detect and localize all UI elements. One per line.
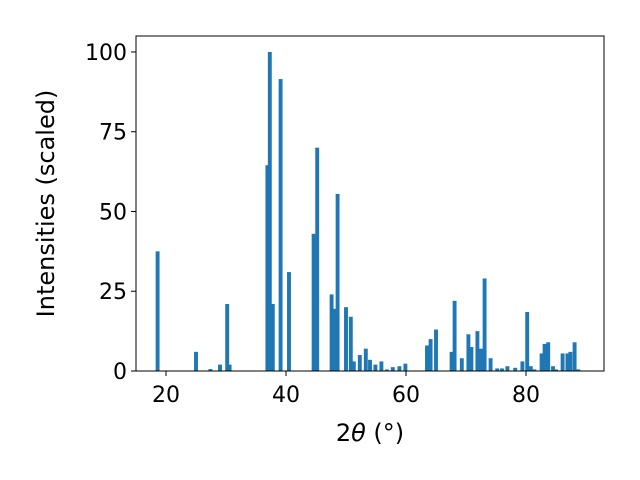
x-tick-label: 80 <box>512 383 540 408</box>
bar <box>568 351 573 371</box>
bar <box>520 361 525 371</box>
bar <box>344 307 348 371</box>
bar <box>565 353 570 371</box>
bar <box>315 147 320 371</box>
bar <box>528 366 533 371</box>
bar <box>452 300 457 371</box>
bar <box>525 311 530 371</box>
bar <box>513 367 518 371</box>
bar <box>351 361 356 371</box>
bar <box>155 251 160 371</box>
x-tick-label: 40 <box>272 383 300 408</box>
x-tick-label: 20 <box>152 383 180 408</box>
x-axis-label-unit: (°) <box>366 419 404 447</box>
y-tick-label: 75 <box>99 121 127 146</box>
bar <box>551 366 555 371</box>
bar <box>479 348 483 371</box>
bar <box>459 358 464 371</box>
x-axis-label: 2θ (°) <box>336 419 404 447</box>
bar <box>225 304 230 371</box>
bar <box>572 342 577 371</box>
bars-group <box>155 51 581 372</box>
bar <box>532 369 537 371</box>
bar <box>384 369 389 371</box>
bar <box>265 165 270 371</box>
bar <box>267 51 272 371</box>
bar <box>434 329 438 371</box>
bar <box>542 343 547 371</box>
bar <box>287 272 291 371</box>
x-axis-ticks: 20 40 60 80 <box>152 371 540 408</box>
x-axis-label-prefix: 2 <box>336 419 351 447</box>
bar <box>208 369 213 371</box>
bar <box>194 351 198 371</box>
bar <box>348 316 353 371</box>
bar <box>390 367 395 371</box>
bar <box>270 304 275 371</box>
y-tick-label: 0 <box>113 360 127 385</box>
bar <box>554 369 558 371</box>
bar <box>227 364 232 371</box>
bar <box>466 334 471 371</box>
bar <box>335 193 340 371</box>
bar <box>576 369 581 371</box>
bar <box>278 79 283 372</box>
x-axis-label-theta: θ <box>351 419 366 447</box>
bar <box>428 339 433 371</box>
bar <box>539 353 544 371</box>
bar <box>546 342 551 371</box>
y-axis-label: Intensities (scaled) <box>32 90 60 318</box>
x-tick-label: 60 <box>392 383 420 408</box>
y-tick-label: 25 <box>99 280 127 305</box>
y-tick-label: 100 <box>85 41 127 66</box>
bar <box>397 366 402 371</box>
y-tick-label: 50 <box>99 200 127 225</box>
bar <box>560 353 565 371</box>
bar <box>488 358 493 371</box>
bar <box>505 366 510 371</box>
bar <box>373 364 378 371</box>
bar <box>449 351 454 371</box>
bar <box>425 345 429 371</box>
bar <box>500 368 504 371</box>
bar <box>363 348 368 371</box>
bar <box>475 331 480 371</box>
bar <box>332 308 336 371</box>
bar <box>482 278 487 371</box>
bar <box>329 294 334 371</box>
bar <box>469 347 474 371</box>
bar <box>368 359 372 371</box>
bar <box>311 233 316 371</box>
bar <box>379 361 384 371</box>
bar <box>357 355 362 371</box>
plot-frame <box>135 35 605 372</box>
bar <box>495 368 500 371</box>
y-axis-ticks: 0 25 50 75 100 <box>85 41 136 385</box>
bar <box>218 364 222 371</box>
bar <box>403 363 408 371</box>
